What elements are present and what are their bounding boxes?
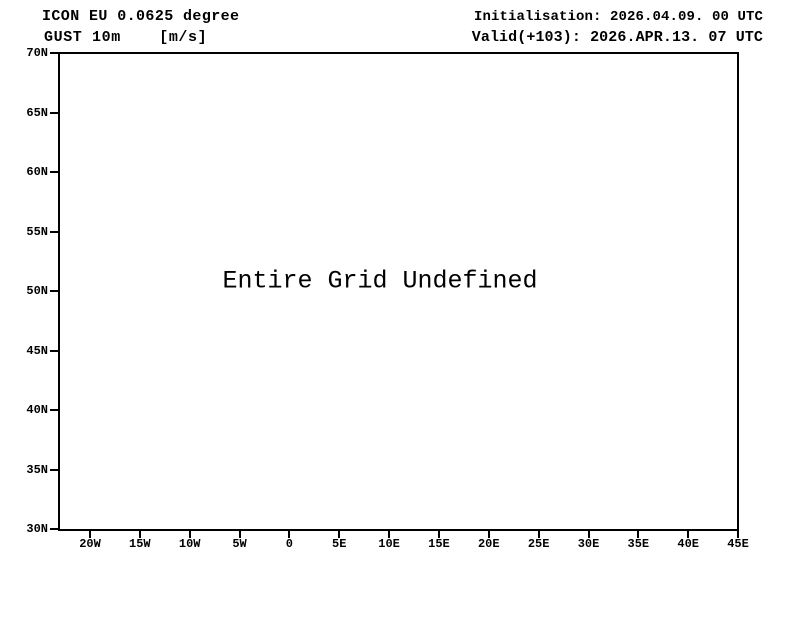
x-axis-tick: [138, 531, 141, 538]
x-axis-tick: [288, 531, 291, 538]
y-axis-tick: [50, 290, 58, 292]
y-axis-tick-label: 35N: [26, 462, 48, 477]
y-axis-tick: [50, 528, 58, 530]
x-axis-tick: [388, 531, 391, 538]
x-axis-tick-label: 20W: [79, 537, 101, 551]
x-axis-tick: [487, 531, 490, 538]
x-axis-tick-label: 10W: [178, 537, 201, 551]
x-axis-tick-label: 5E: [332, 537, 347, 551]
x-axis-tick-label: 0: [285, 537, 293, 551]
x-axis-tick-label: 40E: [677, 537, 699, 551]
x-axis-tick: [338, 531, 341, 538]
y-axis-tick: [50, 468, 58, 471]
x-axis-tick-label: 15W: [129, 537, 151, 551]
x-axis-tick: [89, 531, 91, 538]
x-axis-tick-label: 25E: [527, 537, 550, 551]
x-axis-tick: [587, 531, 590, 538]
y-axis-tick-label: 60N: [26, 165, 48, 179]
x-axis-tick-label: 10E: [378, 537, 400, 551]
parameter-title: GUST 10m [m/s]: [44, 29, 208, 46]
model-title: ICON EU 0.0625 degree: [42, 8, 240, 25]
x-axis-tick: [437, 531, 440, 538]
y-axis-tick-label: 55N: [26, 224, 48, 239]
plot-area: [58, 52, 739, 531]
initialisation-time-label: Initialisation: 2026.04.09. 00 UTC: [473, 9, 763, 25]
valid-time-label: Valid(+103): 2026.APR.13. 07 UTC: [471, 29, 763, 46]
y-axis-tick-label: 70N: [26, 46, 48, 60]
x-axis-tick: [188, 531, 191, 538]
grid-undefined-message: Entire Grid Undefined: [222, 266, 538, 296]
x-axis-tick: [737, 531, 740, 538]
x-axis-tick-label: 45E: [727, 537, 749, 551]
x-axis-tick: [687, 531, 690, 538]
y-axis-tick-label: 50N: [26, 284, 48, 298]
y-axis-tick: [50, 171, 58, 173]
x-axis-tick: [238, 531, 241, 538]
x-axis-tick-label: 5W: [232, 537, 247, 551]
x-axis-tick-label: 15E: [428, 537, 450, 551]
y-axis-tick: [50, 409, 58, 411]
x-axis-tick-label: 20E: [477, 537, 500, 551]
y-axis-tick: [50, 230, 58, 233]
x-axis-tick: [537, 531, 540, 538]
y-axis-tick: [50, 111, 58, 114]
x-axis-tick-label: 35E: [627, 537, 650, 551]
x-axis-tick-label: 30E: [577, 537, 600, 551]
y-axis-tick-label: 40N: [26, 403, 48, 417]
x-axis-tick: [637, 531, 640, 538]
y-axis-tick-label: 65N: [26, 105, 48, 120]
y-axis-tick: [50, 52, 58, 54]
y-axis-tick: [50, 349, 58, 352]
y-axis-tick-label: 45N: [26, 343, 48, 358]
y-axis-tick-label: 30N: [26, 522, 48, 536]
